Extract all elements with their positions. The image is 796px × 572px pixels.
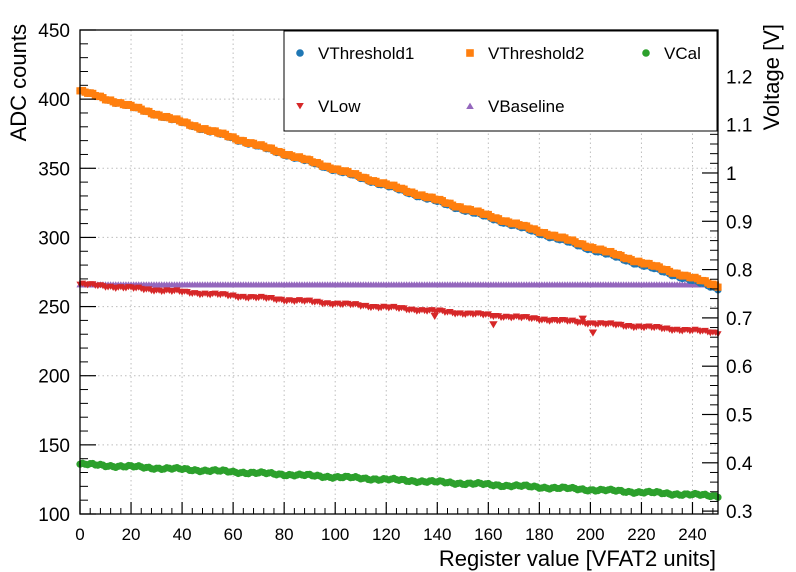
x-tick-label: 20: [122, 525, 141, 544]
data-point-outlier: [578, 315, 587, 323]
series-vlow: [76, 280, 722, 338]
data-point-outlier: [588, 329, 598, 337]
legend-marker-vthreshold2: [466, 49, 474, 57]
x-tick-label: 80: [275, 525, 294, 544]
legend-label-vlow: VLow: [318, 97, 361, 116]
y2-tick-label: 1: [726, 164, 737, 185]
y-tick-label: 200: [38, 367, 70, 388]
x-tick-label: 180: [525, 525, 553, 544]
legend-marker-vlow: [296, 102, 304, 110]
tick-labels: 0 20 40 60 80 100 120 140 160 180 200 220 240 100 150 2…: [38, 21, 753, 544]
x-axis-label: Register value [VFAT2 units]: [439, 546, 716, 571]
plot-frame: [79, 29, 719, 515]
y-tick-label: 450: [38, 21, 70, 42]
series-vthreshold2: [76, 86, 722, 291]
y-tick-label: 150: [38, 436, 70, 457]
legend-marker-vcal: [642, 49, 650, 57]
y2-axis-label: Voltage [V]: [759, 24, 784, 130]
y2-tick-label: 0.7: [726, 309, 752, 330]
y2-tick-label: 0.9: [726, 212, 752, 233]
legend-label-vcal: VCal: [664, 44, 701, 63]
legend-marker-vbaseline: [466, 102, 474, 110]
x-tick-label: 160: [474, 525, 502, 544]
legend-box: [283, 30, 718, 132]
y-axis-label: ADC counts: [6, 24, 31, 141]
y-tick-label: 350: [38, 159, 70, 180]
x-tick-label: 100: [321, 525, 349, 544]
x-tick-label: 40: [173, 525, 192, 544]
series-vbaseline: [76, 281, 722, 288]
data-point-outlier: [489, 321, 498, 329]
series-vcal: [76, 459, 722, 501]
x-tick-label: 240: [678, 525, 706, 544]
y-tick-label: 300: [38, 228, 70, 249]
y2-tick-label: 1.1: [726, 116, 752, 137]
y-tick-label: 100: [38, 505, 70, 526]
y2-tick-label: 0.3: [726, 502, 752, 523]
x-tick-label: 120: [372, 525, 400, 544]
y2-tick-label: 0.8: [726, 261, 752, 282]
data-point-outlier: [430, 312, 439, 321]
x-tick-label: 220: [627, 525, 655, 544]
y2-tick-label: 1.2: [726, 67, 752, 88]
x-tick-label: 0: [75, 525, 84, 544]
y2-tick-label: 0.4: [726, 454, 753, 475]
legend-label-vthreshold2: VThreshold2: [488, 44, 584, 63]
data-layer: [76, 86, 722, 501]
x-tick-label: 200: [576, 525, 604, 544]
legend-label-vbaseline: VBaseline: [488, 97, 565, 116]
legend: VThreshold1 VThreshold2 VCal VLow VBaseline: [283, 30, 718, 132]
legend-label-vthreshold1: VThreshold1: [318, 44, 414, 63]
y2-tick-label: 0.6: [726, 357, 752, 378]
y2-tick-label: 0.5: [726, 405, 752, 426]
x-tick-label: 140: [423, 525, 451, 544]
legend-marker-vthreshold1: [296, 49, 304, 57]
x-tick-label: 60: [224, 525, 243, 544]
y-tick-label: 250: [38, 298, 70, 319]
y-tick-label: 400: [38, 90, 70, 111]
